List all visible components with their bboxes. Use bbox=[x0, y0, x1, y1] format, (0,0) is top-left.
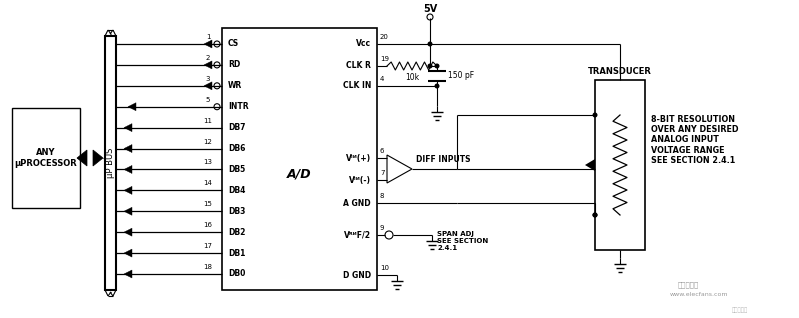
Circle shape bbox=[427, 64, 432, 68]
Bar bbox=[595, 80, 645, 250]
Text: DB0: DB0 bbox=[228, 269, 245, 279]
Text: DB5: DB5 bbox=[228, 165, 245, 174]
Text: μP BUS: μP BUS bbox=[106, 148, 115, 178]
Circle shape bbox=[435, 64, 439, 68]
Text: 电子发烧友: 电子发烧友 bbox=[678, 282, 699, 288]
Text: 2: 2 bbox=[206, 55, 210, 61]
Text: 150 pF: 150 pF bbox=[448, 72, 474, 80]
Polygon shape bbox=[128, 103, 136, 111]
Polygon shape bbox=[124, 207, 132, 215]
Text: 5: 5 bbox=[206, 97, 210, 103]
Text: A GND: A GND bbox=[344, 198, 371, 208]
Polygon shape bbox=[124, 186, 132, 194]
Circle shape bbox=[427, 42, 432, 46]
Bar bbox=[105, 36, 116, 290]
Polygon shape bbox=[93, 150, 103, 166]
Text: 8-BIT RESOLUTION
OVER ANY DESIRED
ANALOG INPUT
VOLTAGE RANGE
SEE SECTION 2.4.1: 8-BIT RESOLUTION OVER ANY DESIRED ANALOG… bbox=[651, 115, 738, 165]
Polygon shape bbox=[124, 165, 132, 173]
Text: A/D: A/D bbox=[287, 168, 312, 181]
Text: 12: 12 bbox=[204, 139, 213, 145]
Text: Vᴵᴻ(+): Vᴵᴻ(+) bbox=[346, 154, 371, 162]
Text: D GND: D GND bbox=[343, 271, 371, 280]
Text: 6: 6 bbox=[380, 148, 384, 154]
Polygon shape bbox=[124, 228, 132, 236]
Text: CLK IN: CLK IN bbox=[343, 81, 371, 91]
Text: RD: RD bbox=[228, 60, 240, 69]
Text: TRANSDUCER: TRANSDUCER bbox=[588, 67, 652, 77]
Text: 9: 9 bbox=[380, 225, 384, 231]
Polygon shape bbox=[77, 150, 87, 166]
Text: 10k: 10k bbox=[405, 73, 419, 82]
Text: 5V: 5V bbox=[423, 4, 437, 14]
Polygon shape bbox=[124, 124, 132, 132]
Text: Vᴵᴻ(-): Vᴵᴻ(-) bbox=[349, 176, 371, 184]
Polygon shape bbox=[124, 249, 132, 257]
Text: www.elecfans.com: www.elecfans.com bbox=[670, 293, 729, 298]
Text: 18: 18 bbox=[204, 264, 213, 270]
Text: DB7: DB7 bbox=[228, 123, 245, 132]
Bar bbox=[12, 108, 80, 208]
Text: DB3: DB3 bbox=[228, 207, 245, 216]
Text: 14: 14 bbox=[204, 180, 213, 186]
Text: 20: 20 bbox=[380, 34, 389, 40]
Text: 3: 3 bbox=[206, 76, 210, 82]
Text: ANY
μPROCESSOR: ANY μPROCESSOR bbox=[14, 148, 78, 168]
Circle shape bbox=[593, 113, 598, 117]
Text: CLK R: CLK R bbox=[346, 61, 371, 71]
Text: 16: 16 bbox=[204, 222, 213, 228]
Text: 7: 7 bbox=[380, 170, 384, 176]
Text: 11: 11 bbox=[204, 118, 213, 124]
Polygon shape bbox=[124, 145, 132, 153]
Text: 15: 15 bbox=[204, 201, 213, 207]
Text: 8: 8 bbox=[380, 193, 384, 199]
Text: 电子发烧友: 电子发烧友 bbox=[732, 307, 748, 313]
Polygon shape bbox=[204, 40, 212, 48]
Text: 13: 13 bbox=[204, 159, 213, 165]
Circle shape bbox=[593, 212, 598, 218]
Text: VᴿᴻF/2: VᴿᴻF/2 bbox=[344, 231, 371, 239]
Text: 4: 4 bbox=[380, 76, 384, 82]
Text: SPAN ADJ
SEE SECTION
2.4.1: SPAN ADJ SEE SECTION 2.4.1 bbox=[437, 231, 488, 251]
Text: WR: WR bbox=[228, 81, 242, 90]
Text: Vᴄᴄ: Vᴄᴄ bbox=[356, 39, 371, 49]
Text: DB6: DB6 bbox=[228, 144, 245, 153]
Text: DB1: DB1 bbox=[228, 249, 245, 258]
Text: CS: CS bbox=[228, 39, 239, 49]
Polygon shape bbox=[124, 270, 132, 278]
Text: DB2: DB2 bbox=[228, 228, 245, 237]
Text: DB4: DB4 bbox=[228, 186, 245, 195]
Text: 1: 1 bbox=[206, 34, 210, 40]
Text: 17: 17 bbox=[204, 243, 213, 249]
Text: INTR: INTR bbox=[228, 102, 248, 111]
Circle shape bbox=[593, 212, 598, 218]
Polygon shape bbox=[204, 61, 212, 69]
Text: 19: 19 bbox=[380, 56, 389, 62]
Text: DIFF INPUTS: DIFF INPUTS bbox=[416, 156, 471, 164]
Polygon shape bbox=[204, 82, 212, 90]
Circle shape bbox=[435, 84, 439, 88]
Polygon shape bbox=[585, 159, 595, 171]
Bar bbox=[222, 28, 377, 290]
Text: 10: 10 bbox=[380, 265, 389, 271]
